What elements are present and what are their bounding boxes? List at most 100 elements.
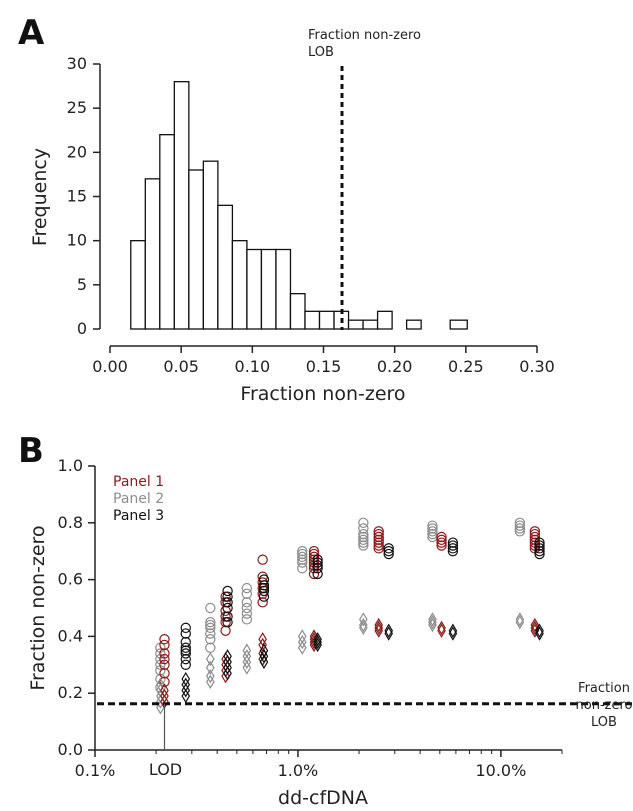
histogram-bar — [246, 248, 263, 330]
scatter-legend: Panel 1 Panel 2 Panel 3 — [113, 474, 164, 524]
scatter-point-circle — [373, 540, 384, 551]
scatter-point-circle — [383, 543, 394, 554]
scatter-point-diamond — [160, 683, 169, 698]
legend-panel-3: Panel 3 — [113, 508, 164, 524]
scatter-point-circle — [427, 526, 438, 537]
scatter-point-circle — [258, 582, 270, 594]
histogram-y-ticks: 0 5 10 15 20 25 30 — [67, 54, 100, 338]
scatter-point-circle — [258, 580, 270, 591]
scatter-point-circle — [241, 597, 253, 608]
scatter-point-diamond — [206, 651, 215, 667]
histogram-bar — [362, 319, 379, 330]
histogram-y-tick-label: 10 — [67, 231, 87, 250]
scatter-point-circle — [258, 574, 270, 585]
histogram-bar — [159, 134, 175, 330]
scatter-point-diamond — [221, 668, 230, 684]
histogram-bar — [231, 240, 248, 330]
scatter-point-circle — [205, 622, 216, 634]
panel-a: A 0.00 0.05 0.10 0.15 0.20 0.25 0.30 0 5 10 15 20 2… — [18, 13, 555, 405]
scatter-point-circle — [220, 625, 231, 636]
scatter-x-label: dd-cfDNA — [278, 787, 368, 809]
scatter-point-circle — [447, 537, 459, 548]
scatter-point-circle — [373, 528, 384, 540]
scatter-point-circle — [205, 634, 216, 645]
scatter-point-circle — [373, 543, 384, 554]
scatter-y-tick-label: 0.0 — [58, 740, 83, 759]
scatter-point-circle — [297, 563, 308, 574]
scatter-point-circle — [358, 534, 369, 546]
scatter-point-circle — [358, 531, 369, 543]
histogram-y-label: Frequency — [29, 148, 51, 246]
histogram-bar — [376, 310, 393, 330]
scatter-point-diamond — [242, 643, 252, 658]
histogram-x-tick-label: 0.30 — [519, 357, 555, 376]
histogram-y-tick-label: 25 — [67, 98, 87, 117]
scatter-point-circle — [529, 526, 541, 537]
scatter-point-circle — [358, 540, 369, 551]
scatter-point-circle — [514, 520, 526, 531]
scatter-point-diamond — [259, 654, 269, 670]
scatter-point-circle — [312, 560, 323, 571]
scatter-point-circle — [222, 585, 233, 597]
histogram-x-tick-label: 0.15 — [306, 357, 342, 376]
scatter-point-circle — [297, 554, 308, 565]
scatter-x-ticks: 0.1% 1.0% 10.0% — [75, 750, 563, 780]
scatter-point-diamond — [297, 629, 307, 644]
scatter-point-diamond — [223, 660, 232, 675]
scatter-x-tick-label: 10.0% — [475, 761, 526, 780]
scatter-point-diamond — [181, 671, 191, 687]
histogram-y-tick-label: 0 — [77, 319, 87, 338]
scatter-point-circle — [205, 617, 216, 628]
scatter-x-tick-label: 1.0% — [278, 761, 319, 780]
scatter-point-diamond — [448, 623, 458, 638]
scatter-point-circle — [180, 628, 191, 639]
scatter-point-diamond — [258, 637, 267, 653]
scatter-point-circle — [308, 560, 320, 571]
histogram-bar — [130, 240, 146, 330]
scatter-point-diamond — [258, 632, 267, 647]
scatter-y-tick-label: 1.0 — [58, 456, 83, 475]
scatter-point-circle — [373, 534, 384, 546]
scatter-point-circle — [383, 546, 394, 557]
scatter-point-diamond — [259, 649, 269, 664]
scatter-point-circle — [159, 653, 170, 665]
scatter-point-circle — [358, 523, 369, 534]
scatter-point-circle — [220, 591, 231, 602]
histogram-bar — [304, 310, 321, 330]
scatter-point-circle — [447, 543, 459, 554]
scatter-points — [155, 517, 545, 715]
scatter-point-circle — [180, 636, 191, 648]
scatter-point-circle — [534, 548, 545, 560]
scatter-point-circle — [427, 528, 438, 540]
histogram-lob-label-2: LOB — [308, 45, 334, 60]
scatter-point-circle — [373, 531, 384, 543]
scatter-point-circle — [514, 517, 526, 529]
scatter-point-circle — [312, 563, 323, 574]
scatter-point-circle — [534, 540, 545, 551]
scatter-point-diamond — [181, 688, 191, 704]
scatter-point-circle — [257, 597, 268, 608]
scatter-point-circle — [205, 619, 216, 631]
histogram-x-tick-label: 0.00 — [92, 357, 128, 376]
scatter-point-circle — [308, 563, 320, 574]
scatter-point-circle — [220, 605, 231, 617]
scatter-point-circle — [308, 554, 320, 565]
scatter-point-circle — [308, 551, 320, 563]
scatter-point-circle — [222, 597, 233, 608]
scatter-point-diamond — [535, 623, 544, 638]
legend-panel-1: Panel 1 — [113, 474, 164, 490]
panel-b-letter: B — [18, 431, 44, 471]
histogram-x-label: Fraction non-zero — [240, 383, 405, 405]
histogram-bar — [275, 248, 292, 330]
scatter-point-circle — [241, 582, 253, 594]
scatter-point-circle — [436, 537, 447, 548]
scatter-point-circle — [159, 634, 170, 645]
scatter-point-circle — [205, 642, 216, 653]
scatter-point-diamond — [181, 683, 191, 698]
scatter-point-circle — [180, 653, 191, 665]
scatter-point-circle — [159, 659, 170, 671]
scatter-point-circle — [241, 614, 253, 625]
panel-b: B 0.1% 1.0% 10.0% 0.0 0.2 0.4 0.6 0.8 1.0 Fract… — [18, 431, 633, 809]
scatter-point-circle — [534, 543, 545, 554]
scatter-point-circle — [427, 520, 438, 531]
